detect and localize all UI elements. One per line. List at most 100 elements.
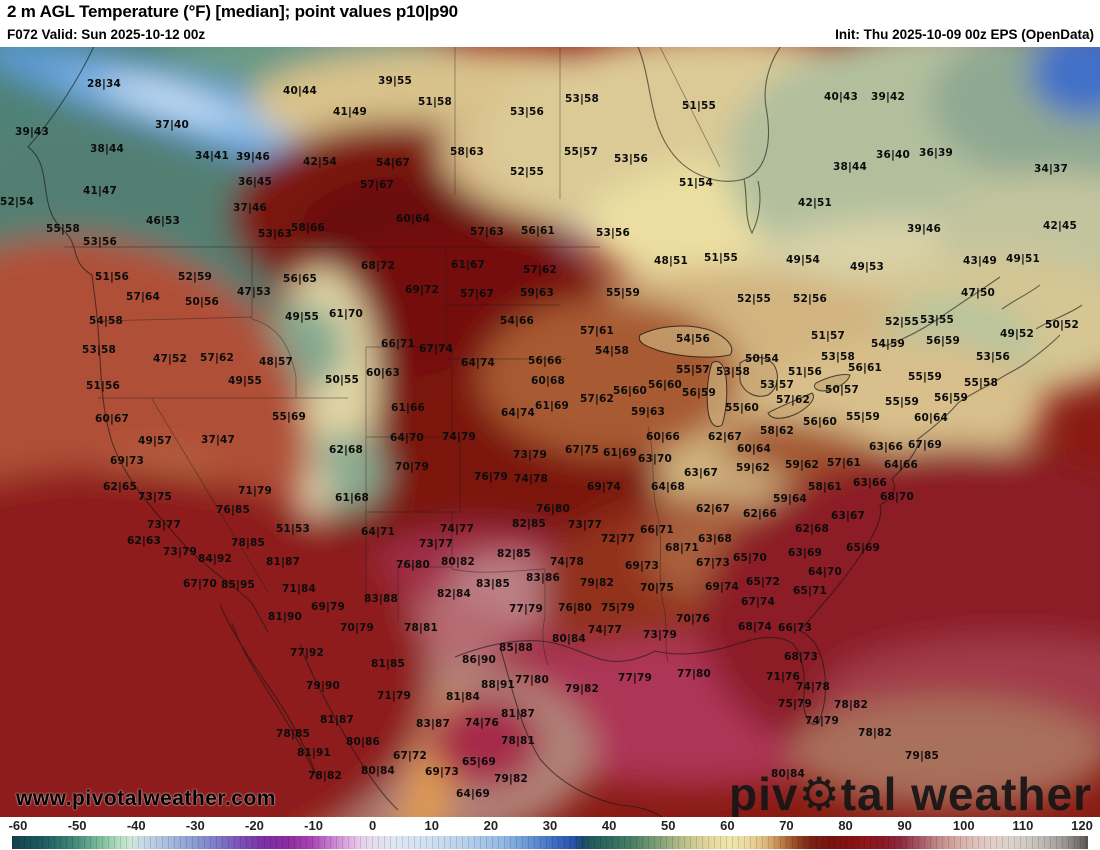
point-value-label: 67|74 bbox=[740, 595, 776, 608]
point-value-label: 50|55 bbox=[324, 373, 360, 386]
point-value-label: 60|67 bbox=[94, 412, 130, 425]
point-value-label: 36|45 bbox=[237, 175, 273, 188]
point-value-label: 57|62 bbox=[522, 263, 558, 276]
colorbar-ticks: -60 -50 -40 -30 -20 -10 0 10 20 30 40 50 60 70 80 90 100… bbox=[0, 817, 1100, 835]
point-value-label: 86|90 bbox=[461, 653, 497, 666]
point-value-label: 68|70 bbox=[879, 490, 915, 503]
point-value-label: 76|85 bbox=[215, 503, 251, 516]
great-lakes bbox=[638, 325, 851, 427]
point-value-label: 60|64 bbox=[736, 442, 772, 455]
point-value-label: 66|73 bbox=[777, 621, 813, 634]
point-value-label: 60|66 bbox=[645, 430, 681, 443]
point-value-label: 63|66 bbox=[868, 440, 904, 453]
point-value-label: 57|64 bbox=[125, 290, 161, 303]
point-value-label: 46|53 bbox=[145, 214, 181, 227]
colorbar-tick: 80 bbox=[838, 818, 853, 833]
point-value-label: 49|53 bbox=[849, 260, 885, 273]
point-value-label: 38|44 bbox=[832, 160, 868, 173]
point-value-label: 62|66 bbox=[742, 507, 778, 520]
point-value-label: 75|79 bbox=[777, 697, 813, 710]
colorbar-tick: -60 bbox=[8, 818, 28, 833]
point-value-label: 63|69 bbox=[787, 546, 823, 559]
point-value-label: 36|39 bbox=[918, 146, 954, 159]
point-value-label: 57|67 bbox=[459, 287, 495, 300]
point-value-label: 64|70 bbox=[807, 565, 843, 578]
point-value-label: 53|57 bbox=[759, 378, 795, 391]
point-value-label: 53|58 bbox=[820, 350, 856, 363]
point-value-label: 65|70 bbox=[732, 551, 768, 564]
colorbar-tick: -50 bbox=[67, 818, 87, 833]
point-value-label: 50|52 bbox=[1044, 318, 1080, 331]
point-value-label: 43|49 bbox=[962, 254, 998, 267]
point-value-label: 88|91 bbox=[480, 678, 516, 691]
point-value-label: 73|79 bbox=[512, 448, 548, 461]
point-value-label: 52|55 bbox=[736, 292, 772, 305]
colorbar-tick: 120 bbox=[1071, 818, 1093, 833]
point-value-label: 56|61 bbox=[520, 224, 556, 237]
forecast-valid-time: F072 Valid: Sun 2025-10-12 00z bbox=[7, 27, 206, 42]
point-value-label: 49|55 bbox=[227, 374, 263, 387]
point-value-label: 78|85 bbox=[230, 536, 266, 549]
point-value-label: 56|66 bbox=[527, 354, 563, 367]
point-value-label: 54|58 bbox=[88, 314, 124, 327]
point-value-label: 67|70 bbox=[182, 577, 218, 590]
point-value-label: 66|71 bbox=[380, 337, 416, 350]
point-value-label: 61|70 bbox=[328, 307, 364, 320]
point-value-label: 51|58 bbox=[417, 95, 453, 108]
point-value-label: 63|67 bbox=[830, 509, 866, 522]
point-value-label: 73|79 bbox=[642, 628, 678, 641]
point-value-label: 49|54 bbox=[785, 253, 821, 266]
point-value-label: 53|56 bbox=[509, 105, 545, 118]
point-value-label: 81|87 bbox=[265, 555, 301, 568]
point-value-label: 76|80 bbox=[557, 601, 593, 614]
point-value-label: 77|79 bbox=[508, 602, 544, 615]
point-value-label: 56|59 bbox=[925, 334, 961, 347]
point-value-label: 41|49 bbox=[332, 105, 368, 118]
brand-watermark: piv⚙tal weather bbox=[729, 771, 1092, 817]
point-value-label: 57|62 bbox=[775, 393, 811, 406]
point-value-label: 81|90 bbox=[267, 610, 303, 623]
point-value-label: 83|87 bbox=[415, 717, 451, 730]
point-value-label: 56|65 bbox=[282, 272, 318, 285]
point-value-label: 74|78 bbox=[549, 555, 585, 568]
point-value-label: 58|61 bbox=[807, 480, 843, 493]
point-value-label: 85|88 bbox=[498, 641, 534, 654]
point-value-label: 67|72 bbox=[392, 749, 428, 762]
point-value-label: 76|80 bbox=[535, 502, 571, 515]
point-value-label: 63|66 bbox=[852, 476, 888, 489]
brand-prefix: piv bbox=[728, 768, 799, 817]
point-value-label: 68|73 bbox=[783, 650, 819, 663]
colorbar-tick: 60 bbox=[720, 818, 735, 833]
point-value-label: 71|79 bbox=[237, 484, 273, 497]
point-value-label: 69|79 bbox=[310, 600, 346, 613]
point-value-label: 76|80 bbox=[395, 558, 431, 571]
point-value-label: 77|80 bbox=[676, 667, 712, 680]
point-value-label: 80|84 bbox=[551, 632, 587, 645]
point-value-label: 56|61 bbox=[847, 361, 883, 374]
point-value-label: 63|70 bbox=[637, 452, 673, 465]
point-value-label: 54|66 bbox=[499, 314, 535, 327]
point-value-label: 78|82 bbox=[833, 698, 869, 711]
point-value-label: 75|79 bbox=[600, 601, 636, 614]
point-value-label: 57|61 bbox=[579, 324, 615, 337]
point-value-label: 78|81 bbox=[500, 734, 536, 747]
page-title: 2 m AGL Temperature (°F) [median]; point… bbox=[7, 2, 458, 21]
header-subrow: F072 Valid: Sun 2025-10-12 00z Init: Thu… bbox=[0, 25, 1100, 45]
point-value-label: 51|53 bbox=[275, 522, 311, 535]
point-value-label: 74|77 bbox=[439, 522, 475, 535]
point-value-label: 63|68 bbox=[697, 532, 733, 545]
point-value-label: 55|58 bbox=[963, 376, 999, 389]
point-value-label: 54|67 bbox=[375, 156, 411, 169]
point-value-label: 81|85 bbox=[370, 657, 406, 670]
point-value-label: 50|54 bbox=[744, 352, 780, 365]
point-value-label: 34|41 bbox=[194, 149, 230, 162]
map-labels-layer: 28|34 37|40 39|43 38|44 34|41 39|46 36|45 41|47… bbox=[0, 47, 1100, 817]
colorbar-tick: -40 bbox=[126, 818, 146, 833]
point-value-label: 81|87 bbox=[500, 707, 536, 720]
point-value-label: 64|71 bbox=[360, 525, 396, 538]
point-value-label: 63|67 bbox=[683, 466, 719, 479]
point-value-label: 51|55 bbox=[703, 251, 739, 264]
point-value-label: 70|75 bbox=[639, 581, 675, 594]
brand-suffix: tal weather bbox=[840, 768, 1092, 817]
